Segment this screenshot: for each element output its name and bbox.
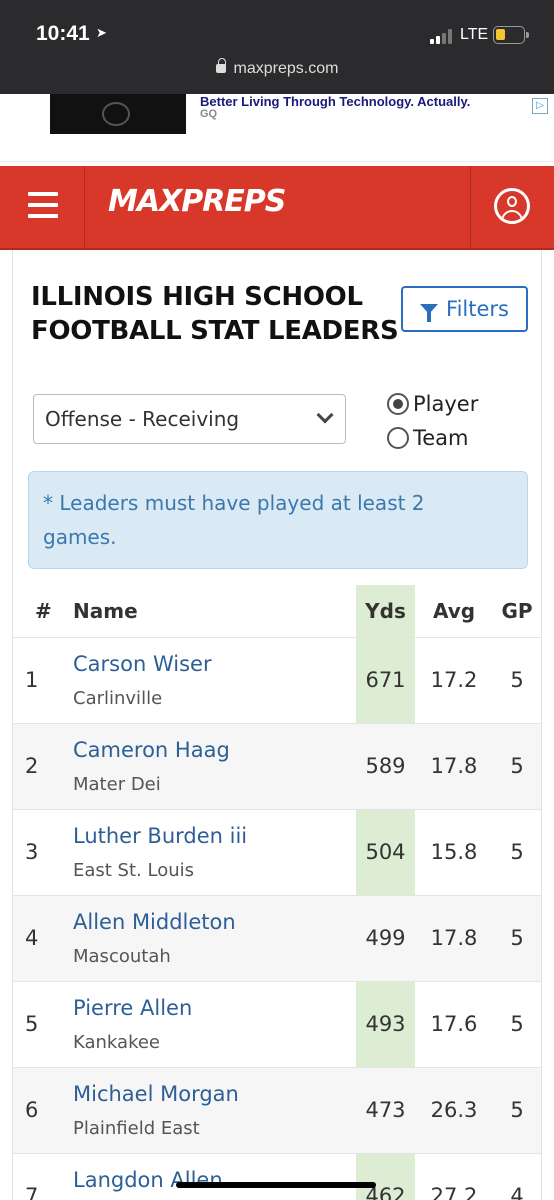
watch-icon [102,102,130,126]
user-profile-icon[interactable] [494,188,530,224]
player-school: Mater Dei [73,774,161,795]
filters-button[interactable]: Filters [401,286,528,332]
network-type: LTE [460,26,489,43]
row-rank: 7 [25,1184,39,1200]
row-rank: 5 [25,1012,39,1036]
table-row: 3 Luther Burden iii East St. Louis 504 1… [13,809,541,895]
radio-team-label: Team [413,426,469,450]
filters-label: Filters [446,297,509,321]
lock-icon [215,58,226,73]
row-gp: 5 [510,840,524,864]
row-rank: 6 [25,1098,39,1122]
stat-category-select[interactable]: Offense - Receiving [33,394,346,444]
column-header-gp[interactable]: GP [501,599,533,623]
site-header: MAXPREPS [0,166,554,250]
hamburger-menu-button[interactable] [28,192,60,220]
page-title-line2: FOOTBALL STAT LEADERS [31,316,399,346]
player-school: Mascoutah [73,946,171,967]
column-header-yds[interactable]: Yds [365,599,406,623]
row-avg: 15.8 [430,840,478,864]
table-row: 6 Michael Morgan Plainfield East 473 26.… [13,1067,541,1153]
row-gp: 5 [510,668,524,692]
row-rank: 2 [25,754,39,778]
table-row: 5 Pierre Allen Kankakee 493 17.6 5 [13,981,541,1067]
row-avg: 17.6 [430,1012,478,1036]
adchoices-icon[interactable]: ▷ [532,98,548,114]
page-title-line1: ILLINOIS HIGH SCHOOL [31,282,363,312]
row-gp: 5 [510,754,524,778]
player-name-link[interactable]: Cameron Haag [73,738,230,762]
notice-line1: * Leaders must have played at least 2 [43,491,425,515]
table-row: 4 Allen Middleton Mascoutah 499 17.8 5 [13,895,541,981]
column-header-rank: # [35,599,52,623]
header-divider [470,166,471,248]
header-divider [84,166,85,248]
leaders-notice: * Leaders must have played at least 2 ga… [28,471,528,569]
column-header-avg[interactable]: Avg [432,599,476,623]
table-row: 1 Carson Wiser Carlinville 671 17.2 5 [13,637,541,723]
player-name-link[interactable]: Luther Burden iii [73,824,248,848]
column-header-name[interactable]: Name [73,599,138,623]
radio-button-checked[interactable] [387,393,409,415]
radio-player[interactable]: Player [387,392,478,416]
radio-player-label: Player [413,392,479,416]
row-yds: 504 [365,840,406,864]
url-bar[interactable]: maxpreps.com [0,58,554,78]
player-name-link[interactable]: Michael Morgan [73,1082,239,1106]
radio-button-unchecked[interactable] [387,427,409,449]
url-text: maxpreps.com [233,60,339,77]
page-title: ILLINOIS HIGH SCHOOL FOOTBALL STAT LEADE… [31,280,401,348]
row-yds: 493 [365,1012,406,1036]
player-name-link[interactable]: Langdon Allen [73,1168,223,1192]
row-yds: 589 [365,754,406,778]
radio-team[interactable]: Team [387,426,469,450]
stat-category-value: Offense - Receiving [45,407,240,431]
ad-banner[interactable]: Better Living Through Technology. Actual… [0,94,554,162]
status-bar: 10:41 ➤ LTE maxpreps.com [0,0,554,94]
player-school: East St. Louis [73,860,194,881]
player-school: Plainfield East [73,1118,200,1139]
ad-source: GQ [200,108,218,120]
maxpreps-logo[interactable]: MAXPREPS [108,184,286,219]
location-arrow-icon: ➤ [96,26,107,41]
row-rank: 4 [25,926,39,950]
filter-icon [420,304,439,322]
row-avg: 26.3 [430,1098,478,1122]
cell-signal-icon [430,28,456,44]
main-content: ILLINOIS HIGH SCHOOL FOOTBALL STAT LEADE… [12,250,542,1200]
row-yds: 462 [365,1184,406,1200]
notice-line2: games. [43,525,117,549]
row-yds: 499 [365,926,406,950]
table-row: 7 Langdon Allen 462 27.2 4 [13,1153,541,1200]
row-rank: 3 [25,840,39,864]
row-yds: 473 [365,1098,406,1122]
player-name-link[interactable]: Allen Middleton [73,910,236,934]
row-gp: 5 [510,1012,524,1036]
home-indicator[interactable] [176,1182,376,1188]
row-yds: 671 [365,668,406,692]
ad-image[interactable] [50,94,186,134]
battery-icon [493,26,529,44]
row-gp: 4 [510,1184,524,1200]
table-row: 2 Cameron Haag Mater Dei 589 17.8 5 [13,723,541,809]
row-avg: 17.8 [430,926,478,950]
status-time: 10:41 [36,22,90,45]
row-avg: 17.8 [430,754,478,778]
player-name-link[interactable]: Pierre Allen [73,996,193,1020]
chevron-down-icon [316,406,334,424]
ad-headline[interactable]: Better Living Through Technology. Actual… [200,94,471,109]
row-avg: 27.2 [430,1184,478,1200]
player-name-link[interactable]: Carson Wiser [73,652,212,676]
row-gp: 5 [510,1098,524,1122]
player-school: Kankakee [73,1032,160,1053]
row-avg: 17.2 [430,668,478,692]
row-rank: 1 [25,668,39,692]
row-gp: 5 [510,926,524,950]
player-school: Carlinville [73,688,163,709]
